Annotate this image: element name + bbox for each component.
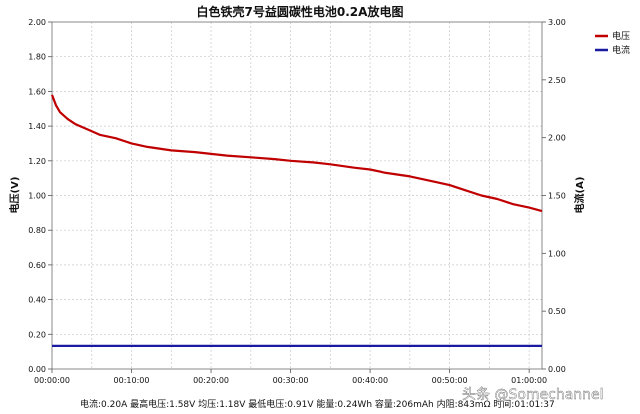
right-tick-label: 1.00 [548, 249, 566, 258]
right-tick-label: 2.00 [548, 134, 566, 143]
left-tick-label: 2.00 [28, 18, 46, 27]
series-layer [50, 94, 543, 347]
legend-label-current: 电流 [612, 44, 630, 56]
left-tick-label: 0.00 [28, 365, 46, 374]
grid [51, 21, 542, 370]
left-tick-label: 1.60 [28, 87, 46, 96]
x-tick-label: 00:20:00 [193, 376, 229, 385]
left-tick-label: 0.40 [28, 296, 46, 305]
right-axis-ticks: 0.00 0.50 1.00 1.50 2.00 2.50 3.00 [542, 18, 566, 374]
chart-title: 白色铁壳7号益圆碳性电池0.2A放电图 [197, 4, 404, 19]
left-tick-label: 0.60 [28, 261, 46, 270]
x-tick-label: 00:50:00 [432, 376, 468, 385]
x-tick-label: 00:40:00 [352, 376, 388, 385]
legend: 电压 电流 [595, 30, 630, 56]
x-tick-label: 00:00:00 [34, 376, 70, 385]
x-axis-ticks: 00:00:00 00:10:00 00:20:00 00:30:00 00:40:00… [34, 369, 547, 385]
left-axis-ticks: 0.00 0.20 0.40 0.60 0.80 1.00 1.20 1.40 1.60 1.80… [28, 18, 52, 374]
right-tick-label: 2.50 [548, 76, 566, 85]
left-tick-label: 1.40 [28, 122, 46, 131]
left-tick-label: 1.80 [28, 53, 46, 62]
watermark: 头条 @Somechannel [462, 386, 604, 403]
x-tick-label: 01:00:00 [511, 376, 547, 385]
x-tick-label: 00:10:00 [114, 376, 150, 385]
right-axis-label: 电流(A) [573, 177, 586, 214]
summary-footer: 电流:0.20A 最高电压:1.58V 均压:1.18V 最低电压:0.91V … [80, 398, 555, 410]
left-tick-label: 1.20 [28, 157, 46, 166]
right-tick-label: 0.50 [548, 307, 566, 316]
right-tick-label: 0.00 [548, 365, 566, 374]
legend-label-voltage: 电压 [612, 30, 630, 42]
left-tick-label: 1.00 [28, 192, 46, 201]
right-tick-label: 1.50 [548, 192, 566, 201]
voltage-series-line [50, 94, 543, 213]
left-tick-label: 0.20 [28, 330, 46, 339]
x-tick-label: 00:30:00 [273, 376, 309, 385]
right-tick-label: 3.00 [548, 18, 566, 27]
left-tick-label: 0.80 [28, 226, 46, 235]
left-axis-label: 电压(V) [8, 177, 21, 214]
